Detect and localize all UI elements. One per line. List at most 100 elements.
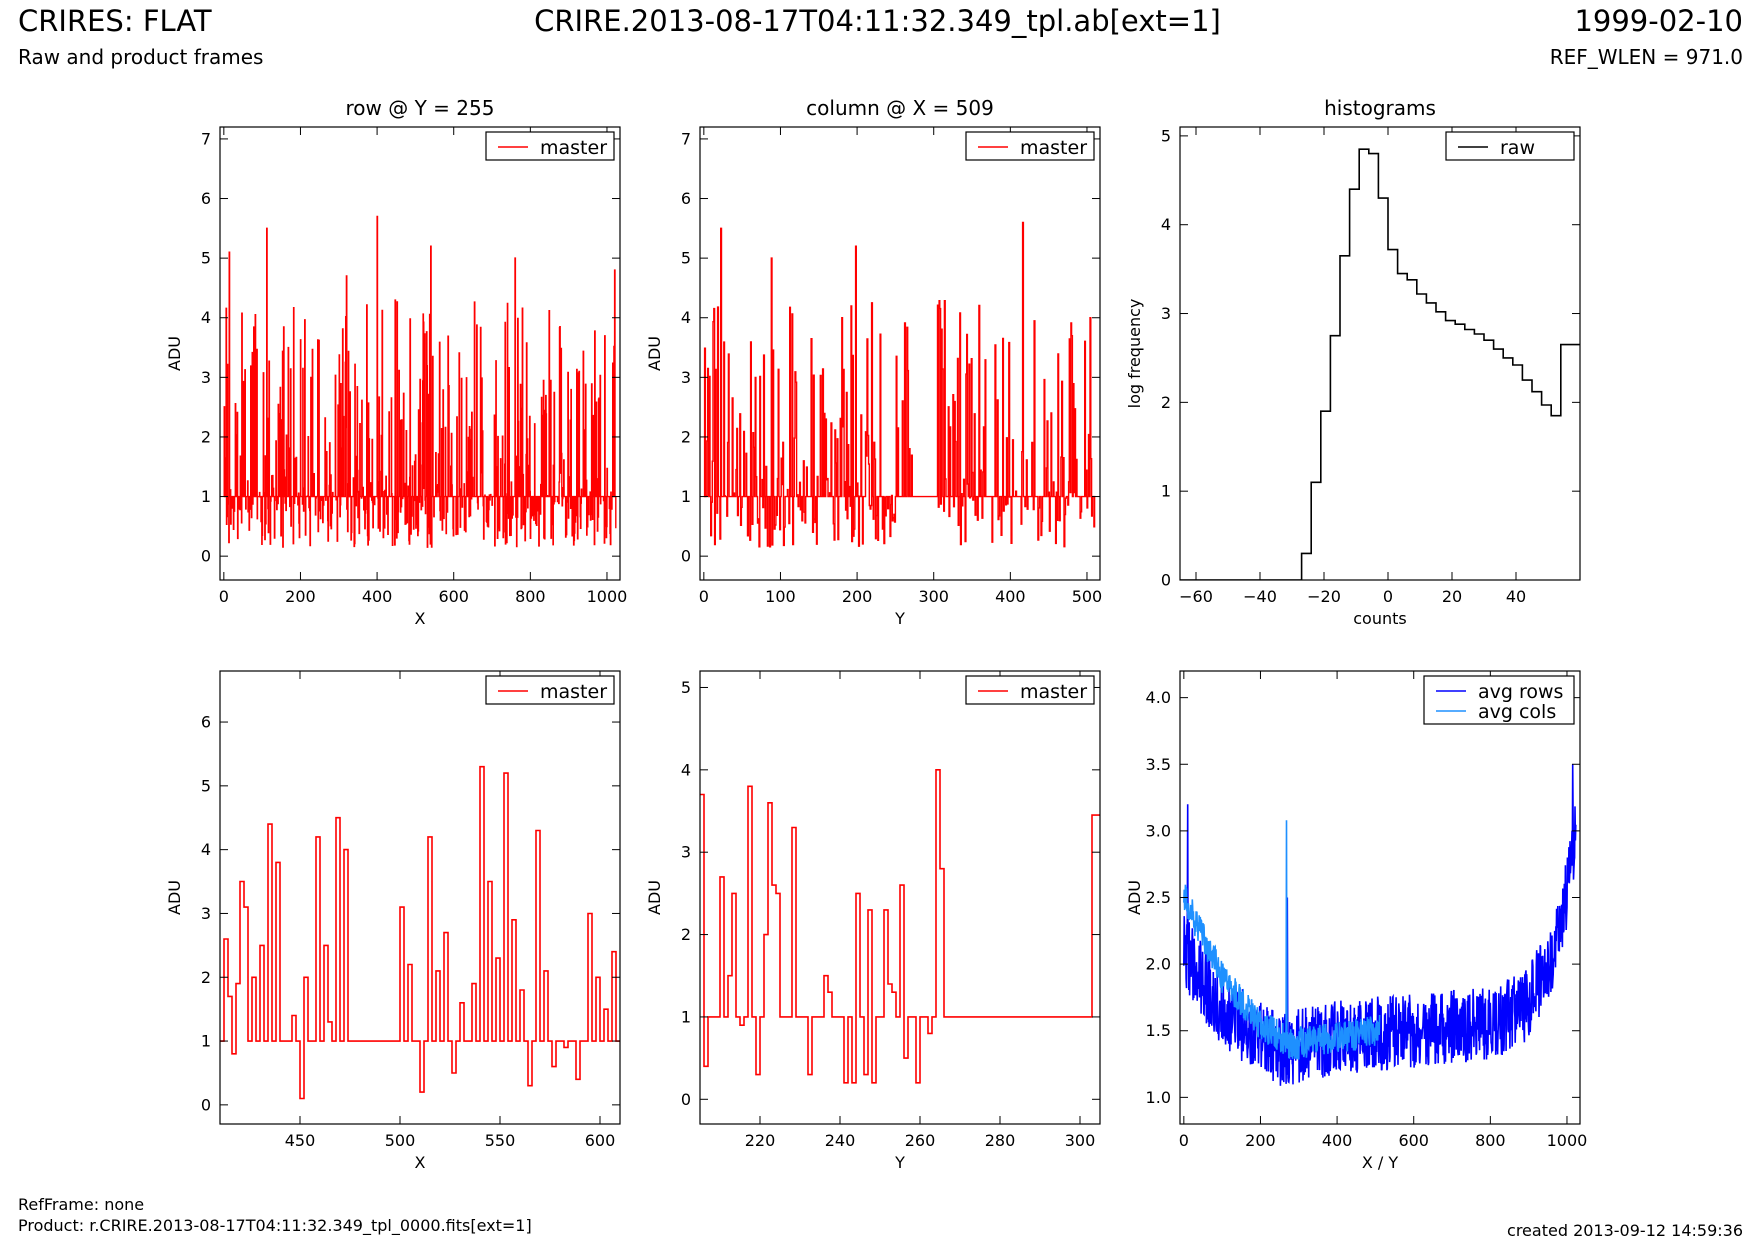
y-tick-label: 2 xyxy=(201,968,211,987)
series-line-column-zoom-0 xyxy=(700,769,1100,1084)
legend-entry: avg rows xyxy=(1478,681,1563,703)
legend: raw xyxy=(1445,131,1575,161)
title-right: 1999-02-10 xyxy=(1574,4,1743,38)
x-axis-label: Y xyxy=(894,1153,905,1172)
y-tick-label: 1 xyxy=(681,1007,691,1026)
x-tick-label: 100 xyxy=(765,587,796,606)
y-tick-label: 1 xyxy=(201,1032,211,1051)
footer-refframe: RefFrame: none xyxy=(18,1195,145,1214)
legend-box xyxy=(1445,131,1575,161)
legend: master xyxy=(485,131,615,161)
y-tick-label: 2.0 xyxy=(1146,955,1171,974)
y-tick-label: 7 xyxy=(681,129,691,148)
chart-title: column @ X = 509 xyxy=(806,96,994,120)
y-tick-label: 1 xyxy=(1161,482,1171,501)
x-tick-label: 800 xyxy=(515,587,546,606)
chart-row-zoom: 450 500 550 600 0 1 2 3 4 5 6 X ADU master xyxy=(165,670,621,1172)
legend-entry: master xyxy=(1020,137,1087,159)
footer-created: created 2013-09-12 14:59:36 xyxy=(1507,1221,1743,1240)
x-tick-label: 500 xyxy=(385,1131,416,1150)
y-tick-label: 5 xyxy=(681,249,691,268)
x-axis-label: counts xyxy=(1353,609,1406,628)
x-tick-label: 600 xyxy=(438,587,469,606)
chart-row: 0 200 400 600 800 1000 0 1 2 3 4 5 6 7 row @ Y = 255 X A… xyxy=(165,96,627,628)
y-tick-label: 3 xyxy=(201,904,211,923)
series-line-row-zoom-0 xyxy=(220,765,620,1100)
y-tick-label: 0 xyxy=(201,1095,211,1114)
chart-title: histograms xyxy=(1324,96,1436,120)
legend-entry: raw xyxy=(1500,137,1535,159)
y-tick-label: 1 xyxy=(681,487,691,506)
x-tick-label: 280 xyxy=(985,1131,1016,1150)
legend: master xyxy=(485,675,615,705)
footer-product: Product: r.CRIRE.2013-08-17T04:11:32.349… xyxy=(18,1216,532,1235)
x-tick-label: −20 xyxy=(1307,587,1341,606)
x-tick-label: 40 xyxy=(1506,587,1526,606)
x-tick-label: 240 xyxy=(825,1131,856,1150)
legend: master xyxy=(965,131,1095,161)
y-tick-label: 3.5 xyxy=(1146,755,1171,774)
legend-box xyxy=(965,131,1095,161)
y-tick-label: 3 xyxy=(201,368,211,387)
legend-entry: master xyxy=(540,137,607,159)
x-tick-label: −60 xyxy=(1179,587,1213,606)
y-tick-label: 0 xyxy=(681,1090,691,1109)
x-tick-label: 0 xyxy=(1179,1131,1189,1150)
plot-frame xyxy=(699,126,1101,581)
y-tick-label: 2 xyxy=(1161,393,1171,412)
series-line-averages-1 xyxy=(1183,820,1381,1060)
series-line-histograms-0 xyxy=(1180,148,1580,580)
y-tick-label: 4 xyxy=(681,760,691,779)
legend-box xyxy=(965,675,1095,705)
legend-box xyxy=(485,675,615,705)
y-tick-label: 3 xyxy=(681,843,691,862)
y-tick-label: 5 xyxy=(681,678,691,697)
x-axis-label: X / Y xyxy=(1362,1153,1399,1172)
series-line-row-0 xyxy=(223,215,617,548)
x-tick-label: 0 xyxy=(699,587,709,606)
x-tick-label: 0 xyxy=(219,587,229,606)
x-axis-label: X xyxy=(415,1153,426,1172)
y-axis-label: ADU xyxy=(165,336,184,371)
y-tick-label: 2 xyxy=(201,427,211,446)
x-tick-label: 200 xyxy=(285,587,316,606)
y-tick-label: 3.0 xyxy=(1146,821,1171,840)
legend-entry: master xyxy=(540,681,607,703)
legend-entry: master xyxy=(1020,681,1087,703)
x-tick-label: 400 xyxy=(362,587,393,606)
y-tick-label: 3 xyxy=(1161,304,1171,323)
title-left: CRIRES: FLAT xyxy=(18,4,212,38)
subtitle-right: REF_WLEN = 971.0 xyxy=(1549,45,1743,69)
x-tick-label: 550 xyxy=(485,1131,516,1150)
x-tick-label: 400 xyxy=(1322,1131,1353,1150)
x-tick-label: 20 xyxy=(1442,587,1462,606)
x-tick-label: 0 xyxy=(1383,587,1393,606)
x-tick-label: −40 xyxy=(1243,587,1277,606)
y-tick-label: 2 xyxy=(681,427,691,446)
x-tick-label: 1000 xyxy=(587,587,628,606)
title-center: CRIRE.2013-08-17T04:11:32.349_tpl.ab[ext… xyxy=(534,4,1221,38)
x-tick-label: 300 xyxy=(918,587,949,606)
y-axis-label: ADU xyxy=(645,336,664,371)
x-tick-label: 400 xyxy=(995,587,1026,606)
plot-frame xyxy=(219,670,621,1125)
x-axis-label: X xyxy=(415,609,426,628)
chart-histograms: −60 −40 −20 0 20 40 0 1 2 3 4 5 histograms counts log … xyxy=(1125,96,1581,628)
y-tick-label: 5 xyxy=(201,776,211,795)
series-line-column-0 xyxy=(703,221,1096,548)
x-tick-label: 1000 xyxy=(1547,1131,1588,1150)
y-axis-label: log frequency xyxy=(1125,299,1144,409)
x-tick-label: 300 xyxy=(1065,1131,1096,1150)
x-axis-label: Y xyxy=(894,609,905,628)
y-tick-label: 4 xyxy=(1161,215,1171,234)
y-axis-label: ADU xyxy=(165,880,184,915)
y-tick-label: 4 xyxy=(681,308,691,327)
chart-column: 0 100 200 300 400 500 0 1 2 3 4 5 6 7 column @ X = 509… xyxy=(645,96,1102,628)
y-tick-label: 2 xyxy=(681,925,691,944)
x-tick-label: 200 xyxy=(1245,1131,1276,1150)
x-tick-label: 260 xyxy=(905,1131,936,1150)
y-tick-label: 3 xyxy=(681,368,691,387)
y-tick-label: 1.0 xyxy=(1146,1088,1171,1107)
